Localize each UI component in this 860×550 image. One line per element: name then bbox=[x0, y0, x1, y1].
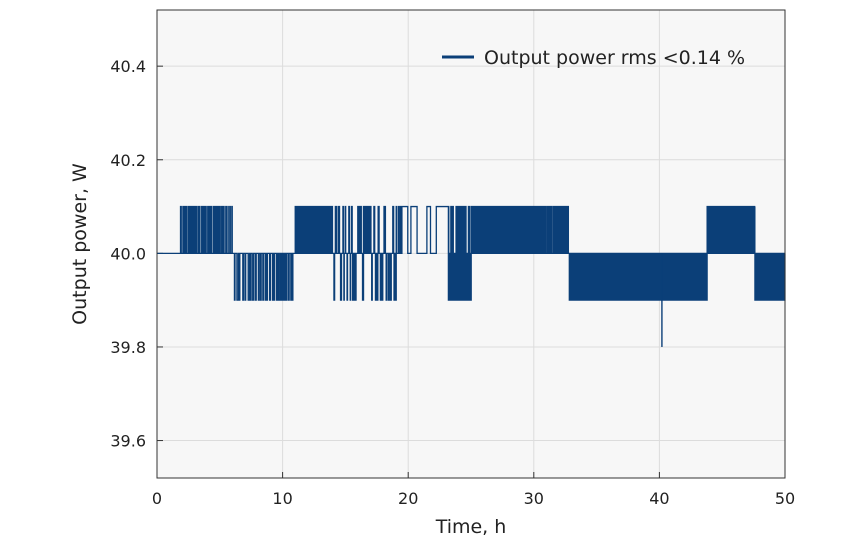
plot-frame bbox=[156, 9, 786, 479]
x-tick-label: 20 bbox=[398, 489, 418, 508]
x-tick-label: 0 bbox=[152, 489, 162, 508]
x-tick-label: 50 bbox=[775, 489, 795, 508]
y-axis-label: Output power, W bbox=[69, 163, 91, 325]
x-axis-label: Time, h bbox=[435, 516, 507, 538]
y-tick-label: 40.2 bbox=[110, 151, 146, 170]
series-layer bbox=[157, 205, 786, 347]
y-tick-label: 39.8 bbox=[110, 338, 146, 357]
y-tick-label: 40.4 bbox=[110, 57, 146, 76]
x-tick-label: 10 bbox=[272, 489, 292, 508]
legend-label: Output power rms <0.14 % bbox=[484, 47, 745, 69]
x-tick-label: 30 bbox=[524, 489, 544, 508]
series-line bbox=[157, 205, 786, 301]
x-tick-label: 40 bbox=[649, 489, 669, 508]
legend: Output power rms <0.14 % bbox=[442, 47, 745, 69]
y-tick-label: 40.0 bbox=[110, 244, 146, 263]
y-tick-label: 39.6 bbox=[110, 432, 146, 451]
tick-labels: 0 10 20 30 40 50 39.6 39.8 40.0 40.2 40.4 bbox=[110, 57, 795, 508]
